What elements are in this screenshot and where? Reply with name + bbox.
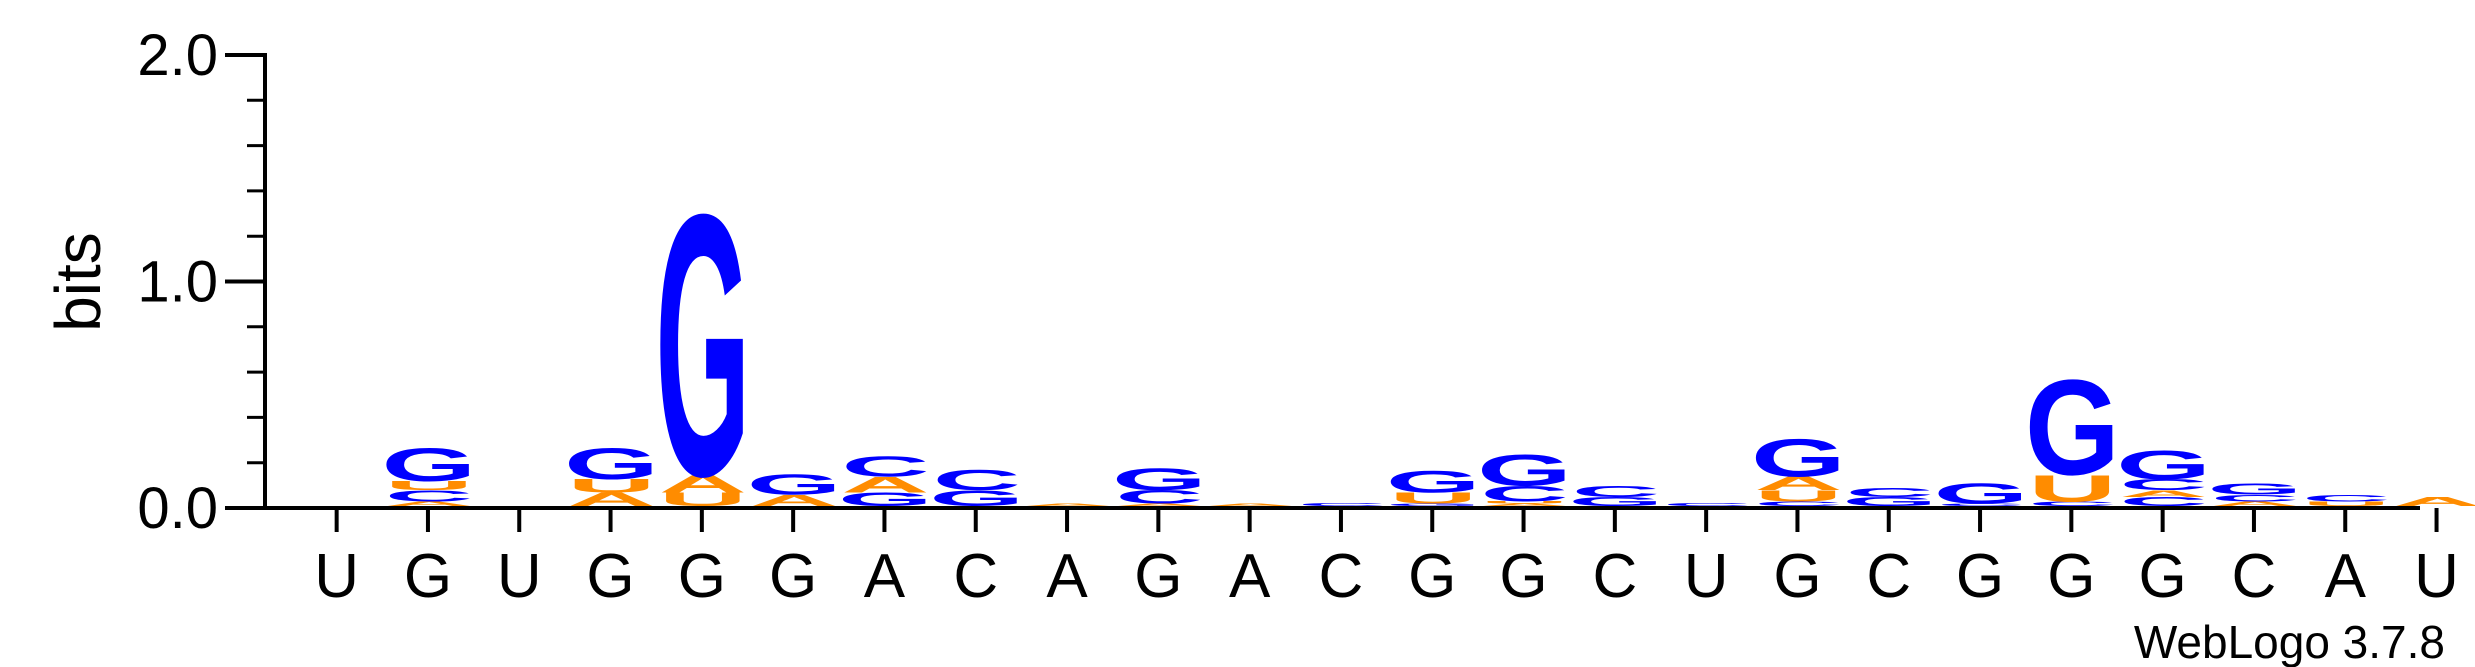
logo-letter-a-pos6: A: [750, 492, 838, 510]
x-tick-label: G: [586, 542, 634, 611]
logo-letter-g-pos17: G: [1751, 429, 1846, 489]
x-tick-label: G: [1408, 542, 1456, 611]
logo-letter-a-pos11: A: [1207, 503, 1295, 507]
logo-letter-a-pos2: A: [385, 500, 473, 507]
logo-letter-a-pos24: A: [2393, 495, 2475, 509]
logo-letter-a-pos10: A: [1115, 503, 1203, 507]
x-tick-label: C: [1319, 542, 1364, 611]
x-tick-label: G: [2139, 542, 2187, 611]
logo-letter-c-pos21: C: [2120, 476, 2208, 494]
logo-letter-g-pos21: G: [2116, 442, 2211, 488]
logo-letter-g-pos18: G: [1842, 495, 1937, 509]
logo-letter-c-pos23: C: [2302, 493, 2390, 504]
logo-letter-u-pos17: U: [1754, 487, 1842, 505]
logo-letter-a-pos14: A: [1480, 503, 1568, 507]
logo-letter-g-pos6: G: [747, 469, 842, 501]
logo-letter-a-pos9: A: [1024, 503, 1112, 507]
x-tick-label: A: [2325, 542, 2367, 611]
logo-letter-u-pos4: U: [567, 475, 655, 496]
logo-letter-g-pos4: G: [564, 439, 659, 488]
y-axis-title: bits: [42, 232, 114, 332]
x-tick-label: G: [404, 542, 452, 611]
x-tick-label: A: [1229, 542, 1271, 611]
logo-letter-u-pos14: U: [1480, 501, 1568, 505]
logo-letter-c-pos12: C: [1298, 502, 1386, 507]
x-tick-label: C: [1592, 542, 1637, 611]
logo-letter-g-pos2: G: [381, 438, 476, 491]
logo-letter-c-pos19: C: [1937, 503, 2025, 507]
logo-letter-a-pos17: A: [1754, 473, 1842, 494]
logo-letter-g-pos7: G: [838, 489, 933, 510]
y-tick-label: 2.0: [137, 23, 218, 88]
logo-letter-u-pos20: U: [2028, 467, 2116, 509]
x-tick-label: U: [314, 542, 359, 611]
logo-letter-g-pos5: G: [655, 137, 750, 554]
logo-letter-u-pos23: U: [2302, 500, 2390, 507]
y-ticks: 0.0 1.0 2.0: [137, 23, 265, 541]
logo-letter-c-pos7: C: [841, 451, 929, 483]
x-tick-label: G: [1499, 542, 1547, 611]
logo-letter-g-pos15: G: [1568, 495, 1663, 509]
logo-letter-c-pos14: C: [1480, 481, 1568, 506]
logo-letter-a-pos4: A: [567, 489, 655, 510]
logo-letter-c-pos8: C: [933, 464, 1021, 496]
logo-letter-a-pos21: A: [2120, 489, 2208, 500]
logo-letter-c-pos18: C: [1846, 486, 1934, 500]
x-tick-label: G: [1956, 542, 2004, 611]
logo-letter-g-pos14: G: [1477, 446, 1572, 495]
logo-letter-a-pos5: A: [659, 469, 747, 497]
x-tick-label: C: [953, 542, 998, 611]
x-tick-label: A: [864, 542, 906, 611]
x-tick-label: G: [1773, 542, 1821, 611]
x-tick-label: U: [2414, 542, 2459, 611]
logo-letter-g-pos10: G: [1112, 461, 1207, 496]
x-tick-label: U: [497, 542, 542, 611]
logo-letter-g-pos13: G: [1386, 464, 1481, 499]
logo-letter-u-pos13: U: [1389, 490, 1477, 508]
x-tick-label: G: [1134, 542, 1182, 611]
logo-letter-c-pos22: C: [2211, 493, 2299, 504]
y-tick-label: 0.0: [137, 476, 218, 541]
logo-letter-g-pos13: G: [1386, 503, 1481, 507]
logo-letter-c-pos10: C: [1115, 487, 1203, 508]
x-tick-label: C: [1866, 542, 1911, 611]
x-tick-label: C: [2232, 542, 2277, 611]
x-tick-label: G: [769, 542, 817, 611]
logo-letter-c-pos21: C: [2120, 495, 2208, 509]
logo-letter-c-pos20: C: [2028, 500, 2116, 507]
logo-letter-g-pos20: G: [2025, 352, 2120, 503]
y-tick-label: 1.0: [137, 250, 218, 315]
logo-letter-g-pos22: G: [2207, 481, 2302, 499]
weblogo-credit: WebLogo 3.7.8: [2134, 616, 2445, 667]
logo-letter-c-pos15: C: [1572, 483, 1660, 501]
logo-letter-u-pos5: U: [659, 489, 747, 510]
x-tick-label: A: [1046, 542, 1088, 611]
x-tick-label: G: [2047, 542, 2095, 611]
logo-letter-g-pos8: G: [929, 486, 1024, 511]
logo-letter-g-pos19: G: [1934, 478, 2029, 510]
logo-letter-a-pos7: A: [841, 472, 929, 497]
logo-letter-a-pos22: A: [2211, 500, 2299, 507]
logo-letter-c-pos2: C: [385, 487, 473, 505]
x-tick-label: G: [678, 542, 726, 611]
logo-letter-c-pos16: C: [1663, 502, 1751, 507]
logo-letter-c-pos17: C: [1754, 500, 1842, 507]
x-tick-label: U: [1684, 542, 1729, 611]
logo-letter-u-pos2: U: [385, 479, 473, 493]
